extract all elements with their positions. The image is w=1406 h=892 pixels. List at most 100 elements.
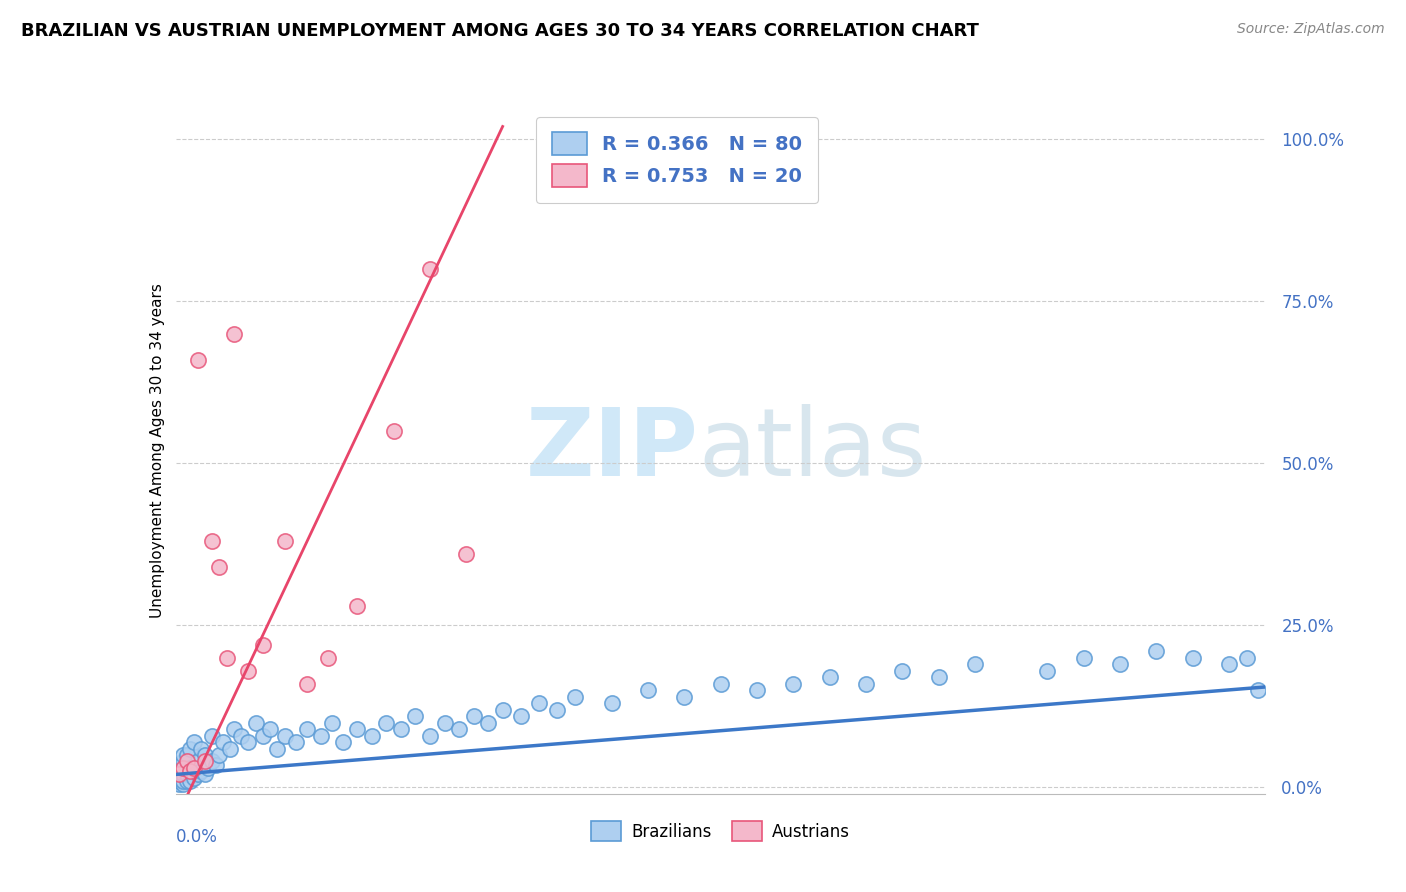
Point bbox=[212, 735, 235, 749]
Point bbox=[928, 670, 950, 684]
Point bbox=[1218, 657, 1240, 672]
Point bbox=[447, 722, 470, 736]
Point bbox=[194, 755, 217, 769]
Point bbox=[176, 747, 198, 762]
Point bbox=[284, 735, 307, 749]
Point bbox=[891, 664, 914, 678]
Point bbox=[564, 690, 586, 704]
Point bbox=[238, 664, 260, 678]
Point bbox=[179, 741, 201, 756]
Point bbox=[818, 670, 841, 684]
Point bbox=[172, 767, 194, 781]
Point bbox=[169, 767, 191, 781]
Point bbox=[782, 677, 804, 691]
Point bbox=[1247, 683, 1270, 698]
Point bbox=[183, 771, 205, 785]
Point bbox=[183, 761, 205, 775]
Point bbox=[252, 729, 274, 743]
Point bbox=[172, 761, 194, 775]
Point bbox=[346, 599, 368, 613]
Point bbox=[433, 715, 456, 730]
Point bbox=[179, 761, 201, 775]
Point bbox=[546, 703, 568, 717]
Point bbox=[238, 735, 260, 749]
Point bbox=[252, 638, 274, 652]
Point bbox=[215, 650, 238, 665]
Point bbox=[169, 773, 191, 788]
Point bbox=[183, 761, 205, 775]
Point bbox=[172, 755, 194, 769]
Point bbox=[321, 715, 343, 730]
Point bbox=[176, 755, 198, 769]
Point bbox=[295, 677, 318, 691]
Point bbox=[194, 767, 217, 781]
Point bbox=[172, 747, 194, 762]
Text: ZIP: ZIP bbox=[526, 404, 699, 497]
Point bbox=[172, 777, 194, 791]
Point bbox=[1146, 644, 1168, 658]
Text: BRAZILIAN VS AUSTRIAN UNEMPLOYMENT AMONG AGES 30 TO 34 YEARS CORRELATION CHART: BRAZILIAN VS AUSTRIAN UNEMPLOYMENT AMONG… bbox=[21, 22, 979, 40]
Point bbox=[208, 747, 231, 762]
Point bbox=[186, 755, 209, 769]
Legend: Brazilians, Austrians: Brazilians, Austrians bbox=[585, 814, 856, 847]
Point bbox=[172, 761, 194, 775]
Point bbox=[179, 764, 201, 779]
Point bbox=[1073, 650, 1095, 665]
Point bbox=[222, 326, 245, 341]
Point bbox=[183, 735, 205, 749]
Point bbox=[346, 722, 368, 736]
Point bbox=[1036, 664, 1059, 678]
Point bbox=[222, 722, 245, 736]
Point bbox=[855, 677, 877, 691]
Point bbox=[295, 722, 318, 736]
Point bbox=[204, 757, 226, 772]
Point bbox=[186, 767, 209, 781]
Point bbox=[190, 741, 212, 756]
Point bbox=[266, 741, 288, 756]
Point bbox=[332, 735, 354, 749]
Point bbox=[456, 547, 478, 561]
Point bbox=[201, 729, 224, 743]
Point bbox=[710, 677, 733, 691]
Point bbox=[176, 773, 198, 788]
Point bbox=[477, 715, 499, 730]
Point bbox=[309, 729, 332, 743]
Point bbox=[176, 767, 198, 781]
Point bbox=[389, 722, 412, 736]
Point bbox=[259, 722, 281, 736]
Point bbox=[201, 534, 224, 549]
Point bbox=[318, 650, 340, 665]
Point bbox=[169, 777, 191, 791]
Point bbox=[186, 352, 209, 367]
Point bbox=[274, 729, 297, 743]
Point bbox=[360, 729, 382, 743]
Point bbox=[208, 560, 231, 574]
Point bbox=[963, 657, 986, 672]
Point bbox=[169, 767, 191, 781]
Point bbox=[1181, 650, 1204, 665]
Point bbox=[419, 729, 441, 743]
Point bbox=[509, 709, 531, 723]
Point bbox=[274, 534, 297, 549]
Point bbox=[194, 747, 217, 762]
Point bbox=[405, 709, 427, 723]
Point bbox=[600, 696, 623, 710]
Text: atlas: atlas bbox=[699, 404, 927, 497]
Point bbox=[527, 696, 550, 710]
Point bbox=[201, 755, 224, 769]
Point bbox=[172, 773, 194, 788]
Point bbox=[190, 764, 212, 779]
Point bbox=[197, 761, 219, 775]
Point bbox=[745, 683, 768, 698]
Point bbox=[382, 424, 405, 438]
Point bbox=[179, 773, 201, 788]
Point bbox=[463, 709, 485, 723]
Point bbox=[492, 703, 515, 717]
Text: 0.0%: 0.0% bbox=[176, 828, 218, 847]
Point bbox=[673, 690, 696, 704]
Point bbox=[637, 683, 659, 698]
Point bbox=[375, 715, 398, 730]
Point bbox=[176, 761, 198, 775]
Point bbox=[245, 715, 267, 730]
Point bbox=[231, 729, 253, 743]
